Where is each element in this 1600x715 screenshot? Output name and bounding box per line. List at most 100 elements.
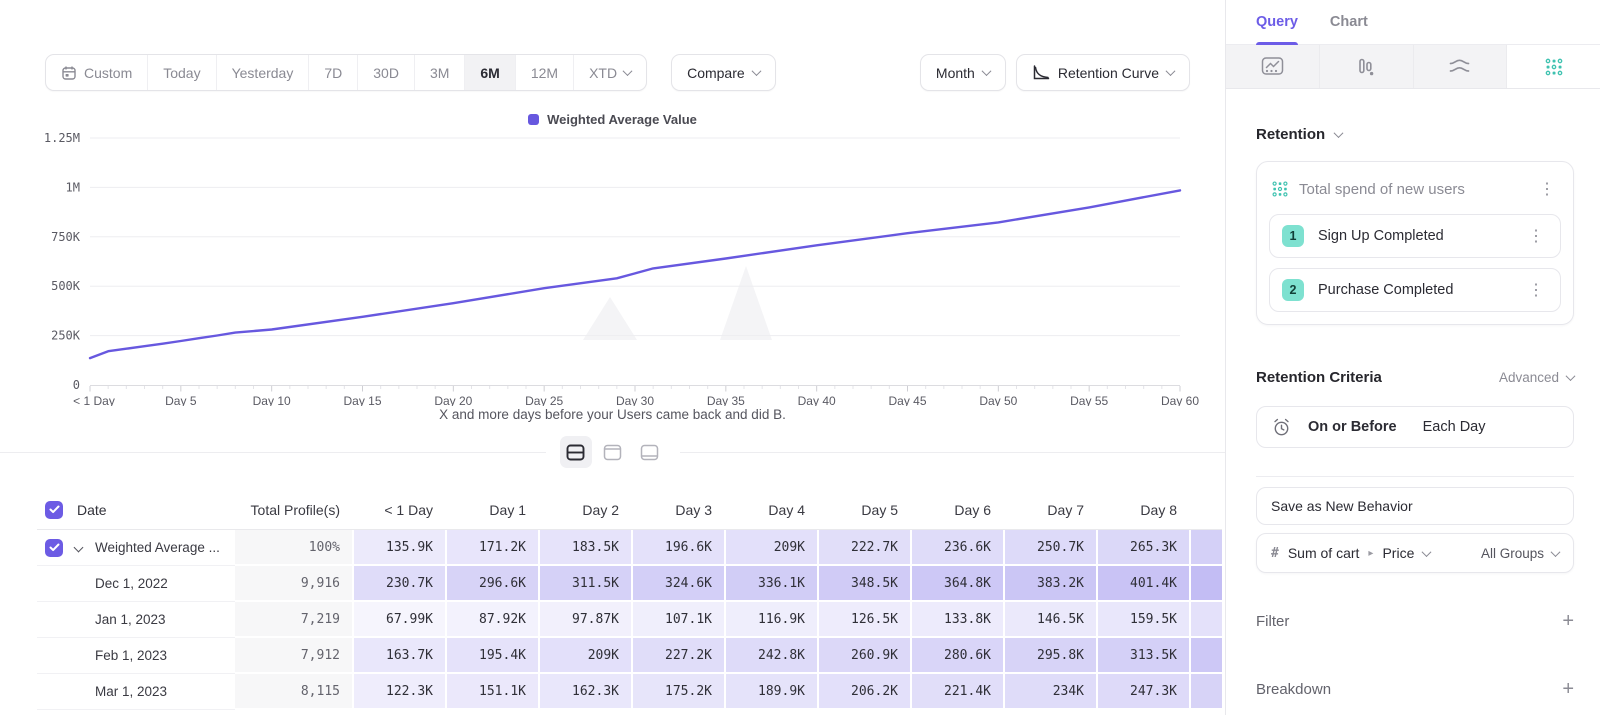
value-cell[interactable]: 364.8K [910, 566, 1003, 602]
range-7d[interactable]: 7D [308, 55, 357, 90]
range-custom[interactable]: Custom [46, 55, 147, 90]
value-cell[interactable]: 183.5K [538, 530, 631, 566]
value-cell[interactable]: 296.6K [445, 566, 538, 602]
behavior-step[interactable]: 1 Sign Up Completed ⋮ [1269, 214, 1561, 258]
behavior-step[interactable]: 2 Purchase Completed ⋮ [1269, 268, 1561, 312]
value-cell[interactable]: 236.6K [910, 530, 1003, 566]
row-label-cell[interactable]: Weighted Average ... [73, 530, 235, 566]
window-dropdown[interactable]: Each Day [1422, 419, 1486, 435]
value-cell[interactable]: 133.8K [910, 602, 1003, 638]
value-cell[interactable]: 151.1K [445, 674, 538, 710]
value-cell[interactable]: 126.5K [817, 602, 910, 638]
value-cell[interactable]: 227.2K [631, 638, 724, 674]
row-label-cell[interactable]: Feb 1, 2023 [75, 638, 235, 674]
behavior-title[interactable]: Total spend of new users [1299, 180, 1465, 198]
criteria-condition-row[interactable]: On or Before Each Day [1256, 406, 1574, 448]
value-cell[interactable]: 206.2K [817, 674, 910, 710]
view-toggle-table-focus[interactable] [633, 436, 666, 468]
total-profiles-cell: 8,115 [235, 674, 352, 710]
range-6m[interactable]: 6M [464, 55, 515, 90]
report-tab-insights[interactable] [1226, 45, 1320, 88]
row-checkbox[interactable] [45, 538, 63, 557]
value-cell[interactable]: 146.5K [1003, 602, 1096, 638]
condition-dropdown[interactable]: On or Before [1308, 419, 1397, 435]
value-cell[interactable]: 116.9K [724, 602, 817, 638]
value-cell[interactable]: 348.5K [817, 566, 910, 602]
view-toggle-chart-focus[interactable] [596, 436, 629, 468]
partial-value-cell [1189, 638, 1222, 674]
tab-query[interactable]: Query [1256, 0, 1298, 45]
value-cell[interactable]: 97.87K [538, 602, 631, 638]
tab-chart[interactable]: Chart [1329, 14, 1368, 30]
range-12m[interactable]: 12M [514, 55, 573, 90]
value-cell[interactable]: 163.7K [352, 638, 445, 674]
value-cell[interactable]: 67.99K [352, 602, 445, 638]
value-cell[interactable]: 135.9K [352, 530, 445, 566]
value-cell[interactable]: 401.4K [1096, 566, 1189, 602]
value-cell[interactable]: 87.92K [445, 602, 538, 638]
value-cell[interactable]: 221.4K [910, 674, 1003, 710]
value-cell[interactable]: 280.6K [910, 638, 1003, 674]
report-tab-funnels[interactable] [1319, 45, 1414, 88]
report-tab-flows[interactable] [1413, 45, 1508, 88]
value-cell[interactable]: 311.5K [538, 566, 631, 602]
chevron-down-icon [751, 66, 762, 77]
range-today[interactable]: Today [147, 55, 215, 90]
value-cell[interactable]: 209K [724, 530, 817, 566]
sidebar-tabbar: Query Chart [1226, 0, 1600, 45]
step-index-badge: 2 [1282, 279, 1304, 301]
value-cell[interactable]: 162.3K [538, 674, 631, 710]
add-breakdown-button[interactable]: + [1562, 678, 1574, 700]
value-cell[interactable]: 171.2K [445, 530, 538, 566]
value-cell[interactable]: 242.8K [724, 638, 817, 674]
criteria-mode-dropdown[interactable]: Advanced [1499, 370, 1576, 385]
value-cell[interactable]: 265.3K [1096, 530, 1189, 566]
value-cell[interactable]: 383.2K [1003, 566, 1096, 602]
value-cell[interactable]: 107.1K [631, 602, 724, 638]
add-filter-button[interactable]: + [1562, 610, 1574, 632]
value-cell[interactable]: 122.3K [352, 674, 445, 710]
save-behavior-button[interactable]: Save as New Behavior [1256, 487, 1574, 525]
value-cell[interactable]: 230.7K [352, 566, 445, 602]
value-cell[interactable]: 295.8K [1003, 638, 1096, 674]
kebab-menu-icon[interactable]: ⋮ [1539, 181, 1555, 198]
value-cell[interactable]: 336.1K [724, 566, 817, 602]
group-dropdown[interactable]: All Groups [1481, 546, 1561, 561]
range-3m[interactable]: 3M [413, 55, 464, 90]
value-cell[interactable]: 209K [538, 638, 631, 674]
value-cell[interactable]: 159.5K [1096, 602, 1189, 638]
value-cell[interactable]: 313.5K [1096, 638, 1189, 674]
value-cell[interactable]: 222.7K [817, 530, 910, 566]
chart-type-dropdown[interactable]: Retention Curve [1015, 54, 1190, 91]
value-cell[interactable]: 250.7K [1003, 530, 1096, 566]
breakdown-section: Breakdown + [1256, 679, 1574, 699]
value-cell[interactable]: 247.3K [1096, 674, 1189, 710]
value-cell[interactable]: 196.6K [631, 530, 724, 566]
view-toggle-split-equal[interactable] [559, 436, 592, 468]
range-yesterday[interactable]: Yesterday [215, 55, 309, 90]
range-30d[interactable]: 30D [357, 55, 414, 90]
chevron-down-icon [1565, 371, 1576, 382]
compare-button[interactable]: Compare [671, 54, 776, 91]
value-cell[interactable]: 195.4K [445, 638, 538, 674]
measurement-row[interactable]: # Sum of cart ▸ Price All Groups [1256, 533, 1574, 573]
expand-chevron-icon[interactable] [73, 542, 84, 553]
range-xtd[interactable]: XTD [573, 55, 646, 90]
select-all-checkbox[interactable] [45, 500, 63, 519]
value-cell[interactable]: 175.2K [631, 674, 724, 710]
kebab-menu-icon[interactable]: ⋮ [1528, 282, 1544, 299]
report-type-selector[interactable]: Retention [1256, 126, 1574, 143]
series-line[interactable] [88, 189, 1182, 360]
row-label-cell[interactable]: Mar 1, 2023 [75, 674, 235, 710]
value-cell[interactable]: 324.6K [631, 566, 724, 602]
value-cell[interactable]: 260.9K [817, 638, 910, 674]
svg-text:Day 55: Day 55 [1070, 394, 1108, 406]
row-label-cell[interactable]: Dec 1, 2022 [75, 566, 235, 602]
row-checkbox-cell [37, 530, 75, 566]
row-label-cell[interactable]: Jan 1, 2023 [75, 602, 235, 638]
value-cell[interactable]: 234K [1003, 674, 1096, 710]
granularity-dropdown[interactable]: Month [919, 54, 1006, 91]
report-tab-retention[interactable] [1507, 45, 1600, 88]
value-cell[interactable]: 189.9K [724, 674, 817, 710]
kebab-menu-icon[interactable]: ⋮ [1528, 228, 1544, 245]
